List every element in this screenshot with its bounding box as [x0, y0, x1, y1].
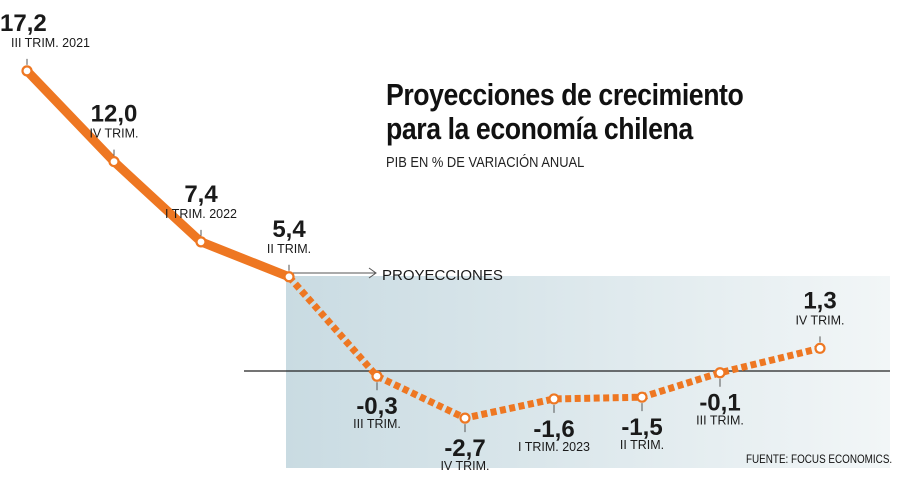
series-line-actual	[22, 66, 294, 282]
projection-arrow	[292, 267, 377, 279]
projection-area	[286, 276, 890, 468]
data-point	[636, 391, 648, 403]
data-label: 1,3	[803, 287, 836, 314]
projection-label: PROYECCIONES	[382, 267, 503, 284]
data-label: 17,2	[0, 10, 47, 37]
data-label: 5,4	[272, 216, 306, 243]
data-point	[108, 156, 120, 168]
data-point	[371, 370, 383, 382]
data-label: 12,0	[91, 101, 138, 128]
chart-title-line-2: para la economía chilena	[386, 111, 693, 146]
data-label: -0,3	[356, 393, 397, 420]
data-label: 7,4	[184, 181, 218, 208]
data-label: -0,1	[699, 390, 740, 417]
category-label: IV TRIM.	[440, 459, 489, 473]
data-label: -1,5	[621, 414, 662, 441]
category-label: II TRIM.	[620, 438, 664, 452]
data-point	[21, 65, 33, 77]
chart-title-line-1: Proyecciones de crecimiento	[386, 77, 744, 112]
data-point	[459, 412, 471, 424]
chart-title: Proyecciones de crecimiento para la econ…	[386, 77, 744, 146]
category-label: IV TRIM.	[89, 127, 138, 141]
category-label: I TRIM. 2022	[165, 207, 237, 221]
category-label: III TRIM.	[353, 417, 401, 431]
category-label: IV TRIM.	[795, 313, 844, 327]
category-label: III TRIM. 2021	[11, 36, 90, 50]
data-point	[814, 342, 826, 354]
data-point	[548, 393, 560, 405]
data-label: -1,6	[533, 416, 574, 443]
category-label: III TRIM.	[696, 414, 744, 428]
category-label: II TRIM.	[267, 242, 311, 256]
chart-subtitle: PIB EN % DE VARIACIÓN ANUAL	[386, 154, 585, 171]
data-point	[195, 236, 207, 248]
source-note: FUENTE: FOCUS ECONOMICS.	[746, 454, 893, 466]
data-point	[283, 271, 295, 283]
data-label: -2,7	[444, 435, 485, 462]
data-point	[714, 367, 726, 379]
category-label: I TRIM. 2023	[518, 440, 590, 454]
